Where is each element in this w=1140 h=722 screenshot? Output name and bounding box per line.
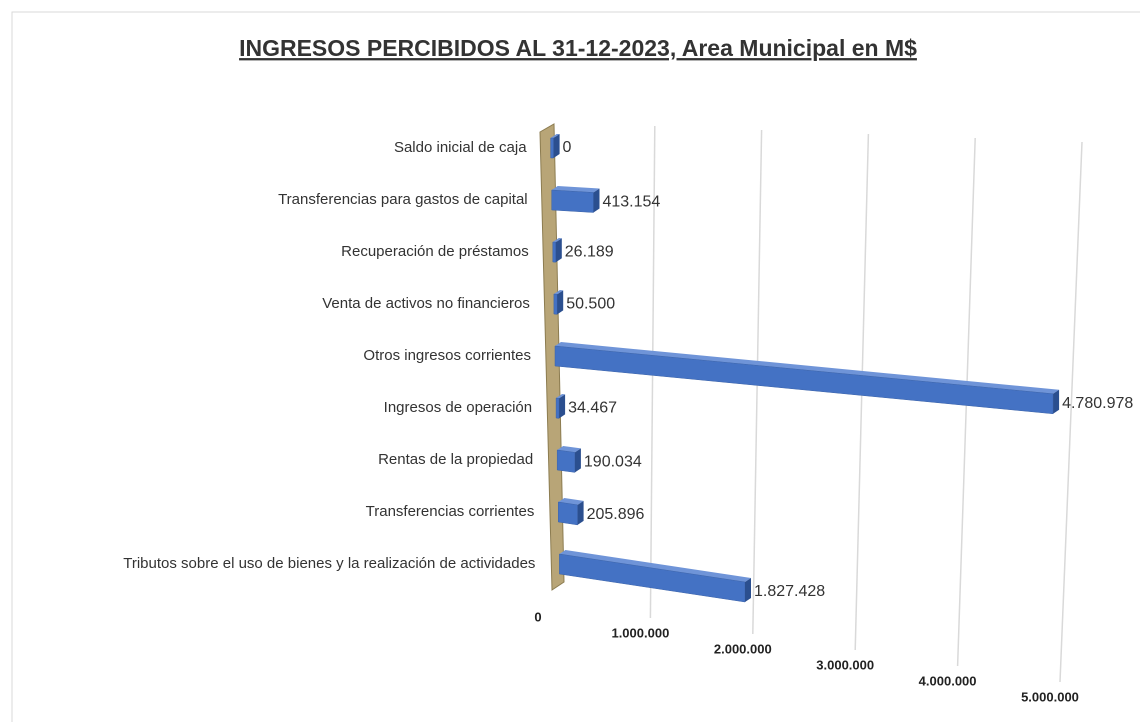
bar-top [559,550,751,582]
bar-end [577,500,584,525]
bar-front [552,241,557,263]
category-label: Tributos sobre el uso de bienes y la rea… [123,555,535,572]
value-label: 190.034 [584,454,642,471]
x-tick-label: 2.000.000 [714,641,772,656]
axis-wall [539,123,565,591]
bar-top [556,394,566,399]
bar-front [550,137,554,159]
bar-end [593,188,600,213]
value-label: 413.154 [602,194,660,211]
grid-line [1059,141,1083,683]
value-label: 34.467 [568,400,617,417]
value-label: 1.827.428 [754,583,825,600]
bar-top [551,186,600,193]
bar [553,290,564,315]
bar [551,186,600,213]
x-tick-label: 0 [534,609,541,624]
bar [558,498,584,526]
bar-top [558,498,584,505]
value-label: 0 [563,139,572,156]
bar-front [555,397,560,419]
value-label: 50.500 [566,296,615,313]
bar-top [550,134,560,138]
category-label: Recuperación de préstamos [341,243,529,260]
bar-top [553,290,564,295]
bar-front [558,501,578,526]
x-tick-label: 3.000.000 [816,657,874,672]
bar-front [553,293,558,315]
bar [552,238,562,263]
category-label: Rentas de la propiedad [378,451,533,468]
bar-end [555,238,562,263]
bar [554,342,1060,415]
value-label: 205.896 [587,506,645,523]
bar-top [555,342,1060,394]
category-label: Ingresos de operación [384,399,532,416]
category-label: Transferencias corrientes [366,503,535,520]
bar-end [574,448,581,473]
bar-front [556,449,576,473]
x-tick-label: 1.000.000 [611,625,669,640]
bar-front [551,189,594,213]
bar [559,550,751,603]
bar-end [557,290,564,315]
category-label: Venta de activos no financieros [322,295,530,312]
x-tick-label: 4.000.000 [919,673,977,688]
category-label: Transferencias para gastos de capital [278,191,528,208]
x-tick-label: 5.000.000 [1021,689,1079,704]
value-label: 26.189 [565,243,614,260]
bar-end [559,394,566,419]
value-label: 4.780.978 [1062,395,1133,412]
bar-top [552,238,562,243]
bar-end [553,134,560,158]
category-label: Saldo inicial de caja [394,139,527,156]
chart-title: INGRESOS PERCIBIDOS AL 31-12-2023, Area … [239,35,917,61]
bar [556,446,581,473]
category-label: Otros ingresos corrientes [363,347,531,364]
bar [555,394,566,419]
bar [550,134,560,159]
bar-end [745,578,751,602]
bar-end [1053,389,1060,414]
